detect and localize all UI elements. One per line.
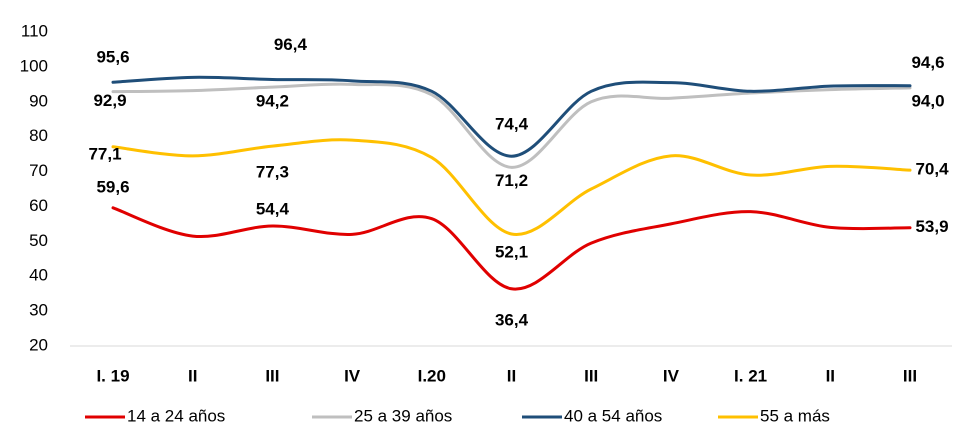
value-label: 77,1 <box>88 144 121 163</box>
value-label: 71,2 <box>495 171 528 190</box>
value-label: 96,4 <box>274 35 308 54</box>
x-tick-label: IV <box>344 366 361 385</box>
value-label: 94,2 <box>256 92 289 111</box>
value-label: 53,9 <box>915 217 948 236</box>
value-label: 52,1 <box>495 242 528 261</box>
y-tick-label: 70 <box>29 161 48 180</box>
x-tick-label: III <box>584 366 598 385</box>
x-tick-label: I. 19 <box>96 366 129 385</box>
y-tick-label: 50 <box>29 231 48 250</box>
x-tick-label: III <box>265 366 279 385</box>
y-tick-label: 30 <box>29 301 48 320</box>
x-tick-label: III <box>903 366 917 385</box>
legend-label: 25 a 39 años <box>354 406 452 425</box>
value-label: 95,6 <box>96 48 129 67</box>
line-series <box>111 206 912 291</box>
y-tick-label: 80 <box>29 126 48 145</box>
value-label: 74,4 <box>495 115 529 134</box>
x-tick-label: II <box>188 366 197 385</box>
value-label: 77,3 <box>256 163 289 182</box>
x-tick-label: IV <box>663 366 680 385</box>
y-tick-label: 20 <box>29 335 48 354</box>
y-tick-label: 110 <box>21 21 48 40</box>
value-label: 70,4 <box>915 160 949 179</box>
legend-label: 40 a 54 años <box>564 406 662 425</box>
value-label: 54,4 <box>256 199 290 218</box>
x-tick-label: I. 21 <box>734 366 767 385</box>
y-tick-label: 40 <box>29 266 48 285</box>
legend-label: 55 a más <box>760 406 830 425</box>
value-label: 36,4 <box>495 310 529 329</box>
value-label: 94,6 <box>911 53 944 72</box>
x-tick-label: I.20 <box>418 366 446 385</box>
value-label: 59,6 <box>96 177 129 196</box>
x-tick-label: II <box>826 366 835 385</box>
line-series <box>111 138 912 236</box>
y-tick-label: 60 <box>29 196 48 215</box>
value-label: 94,0 <box>911 91 944 110</box>
value-label: 92,9 <box>93 91 126 110</box>
y-tick-label: 90 <box>29 91 48 110</box>
y-tick-label: 100 <box>20 56 48 75</box>
legend-label: 14 a 24 años <box>127 406 225 425</box>
x-tick-label: II <box>507 366 516 385</box>
line-series <box>111 75 912 158</box>
